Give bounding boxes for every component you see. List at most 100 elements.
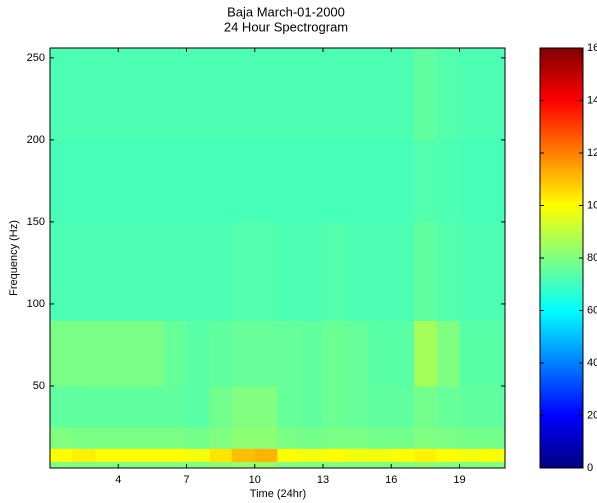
heatmap-cell — [323, 139, 347, 223]
y-tick-label: 250 — [27, 52, 45, 64]
heatmap-cell — [186, 461, 210, 469]
heatmap-cell — [459, 448, 483, 462]
heatmap-cell — [254, 448, 278, 462]
heatmap-cell — [436, 320, 460, 387]
heatmap-cell — [391, 461, 415, 469]
x-tick-label: 7 — [183, 474, 189, 486]
heatmap-cell — [277, 48, 301, 141]
heatmap-cell — [95, 448, 119, 462]
heatmap-cell — [95, 461, 119, 469]
heatmap-cell — [414, 221, 438, 321]
heatmap-cell — [163, 426, 187, 449]
heatmap-cell — [323, 461, 347, 469]
heatmap-cell — [482, 461, 506, 469]
heatmap-cell — [482, 139, 506, 223]
heatmap-cell — [345, 461, 369, 469]
x-tick-label: 4 — [115, 474, 121, 486]
x-tick-label: 13 — [317, 474, 329, 486]
heatmap-cell — [368, 385, 392, 428]
heatmap-cell — [414, 448, 438, 462]
heatmap-cell — [277, 385, 301, 428]
colorbar-tick-label: 80 — [587, 252, 597, 264]
heatmap-cell — [323, 426, 347, 449]
heatmap-cell — [254, 48, 278, 141]
heatmap-cell — [95, 221, 119, 321]
heatmap-cell — [232, 139, 256, 223]
heatmap-cell — [391, 426, 415, 449]
heatmap-cell — [118, 448, 142, 462]
heatmap-cell — [186, 448, 210, 462]
heatmap-cell — [186, 139, 210, 223]
x-tick-label: 16 — [385, 474, 397, 486]
heatmap-cell — [345, 385, 369, 428]
heatmap-cell — [50, 461, 74, 469]
heatmap-cell — [254, 385, 278, 428]
colorbar-tick-label: 160 — [587, 42, 597, 54]
heatmap-cell — [368, 461, 392, 469]
heatmap-cell — [345, 448, 369, 462]
heatmap-cell — [72, 320, 96, 387]
heatmap-cell — [323, 221, 347, 321]
heatmap-cell — [186, 48, 210, 141]
heatmap-cell — [414, 48, 438, 141]
colorbar-tick-label: 140 — [587, 94, 597, 106]
heatmap-cell — [232, 426, 256, 449]
heatmap-cell — [482, 385, 506, 428]
heatmap-cell — [391, 448, 415, 462]
colorbar-tick-label: 0 — [587, 462, 593, 474]
heatmap-cell — [436, 426, 460, 449]
heatmap-cell — [300, 221, 324, 321]
heatmap-cell — [300, 139, 324, 223]
heatmap-cell — [232, 385, 256, 428]
heatmap-cell — [368, 448, 392, 462]
heatmap-cell — [141, 461, 165, 469]
heatmap-cell — [300, 48, 324, 141]
heatmap-cell — [368, 426, 392, 449]
heatmap-cell — [277, 426, 301, 449]
heatmap-cell — [72, 385, 96, 428]
heatmap-cell — [368, 48, 392, 141]
heatmap-cell — [118, 385, 142, 428]
heatmap-cell — [414, 461, 438, 469]
heatmap-cell — [141, 385, 165, 428]
heatmap-cell — [300, 448, 324, 462]
colorbar — [539, 47, 584, 469]
heatmap-cell — [232, 461, 256, 469]
heatmap-cell — [50, 426, 74, 449]
heatmap-cell — [391, 320, 415, 387]
heatmap-cell — [414, 320, 438, 387]
heatmap-cell — [118, 221, 142, 321]
heatmap-cell — [209, 385, 233, 428]
heatmap-cell — [300, 385, 324, 428]
x-tick-label: 19 — [453, 474, 465, 486]
chart-subtitle: 24 Hour Spectrogram — [224, 19, 348, 34]
heatmap-cell — [414, 385, 438, 428]
heatmap-cell — [163, 320, 187, 387]
heatmap-cell — [391, 139, 415, 223]
heatmap-cell — [209, 426, 233, 449]
heatmap-cell — [459, 385, 483, 428]
heatmap-cell — [50, 48, 74, 141]
heatmap-cell — [436, 221, 460, 321]
heatmap-cell — [50, 221, 74, 321]
heatmap-cell — [209, 461, 233, 469]
heatmap-cell — [436, 48, 460, 141]
heatmap-cell — [323, 320, 347, 387]
heatmap-cell — [95, 139, 119, 223]
y-axis-label: Frequency (Hz) — [8, 220, 20, 296]
colorbar-tick-label: 20 — [587, 409, 597, 421]
y-tick-label: 150 — [27, 216, 45, 228]
heatmap-cell — [118, 48, 142, 141]
y-tick-label: 100 — [27, 298, 45, 310]
heatmap-cell — [186, 385, 210, 428]
heatmap-cell — [436, 139, 460, 223]
heatmap-cell — [345, 48, 369, 141]
heatmap-cell — [118, 139, 142, 223]
heatmap-cell — [345, 426, 369, 449]
heatmap-cell — [186, 320, 210, 387]
heatmap-cell — [141, 320, 165, 387]
heatmap-cell — [277, 461, 301, 469]
heatmap-cell — [232, 320, 256, 387]
heatmap-cell — [118, 320, 142, 387]
heatmap-cell — [277, 139, 301, 223]
